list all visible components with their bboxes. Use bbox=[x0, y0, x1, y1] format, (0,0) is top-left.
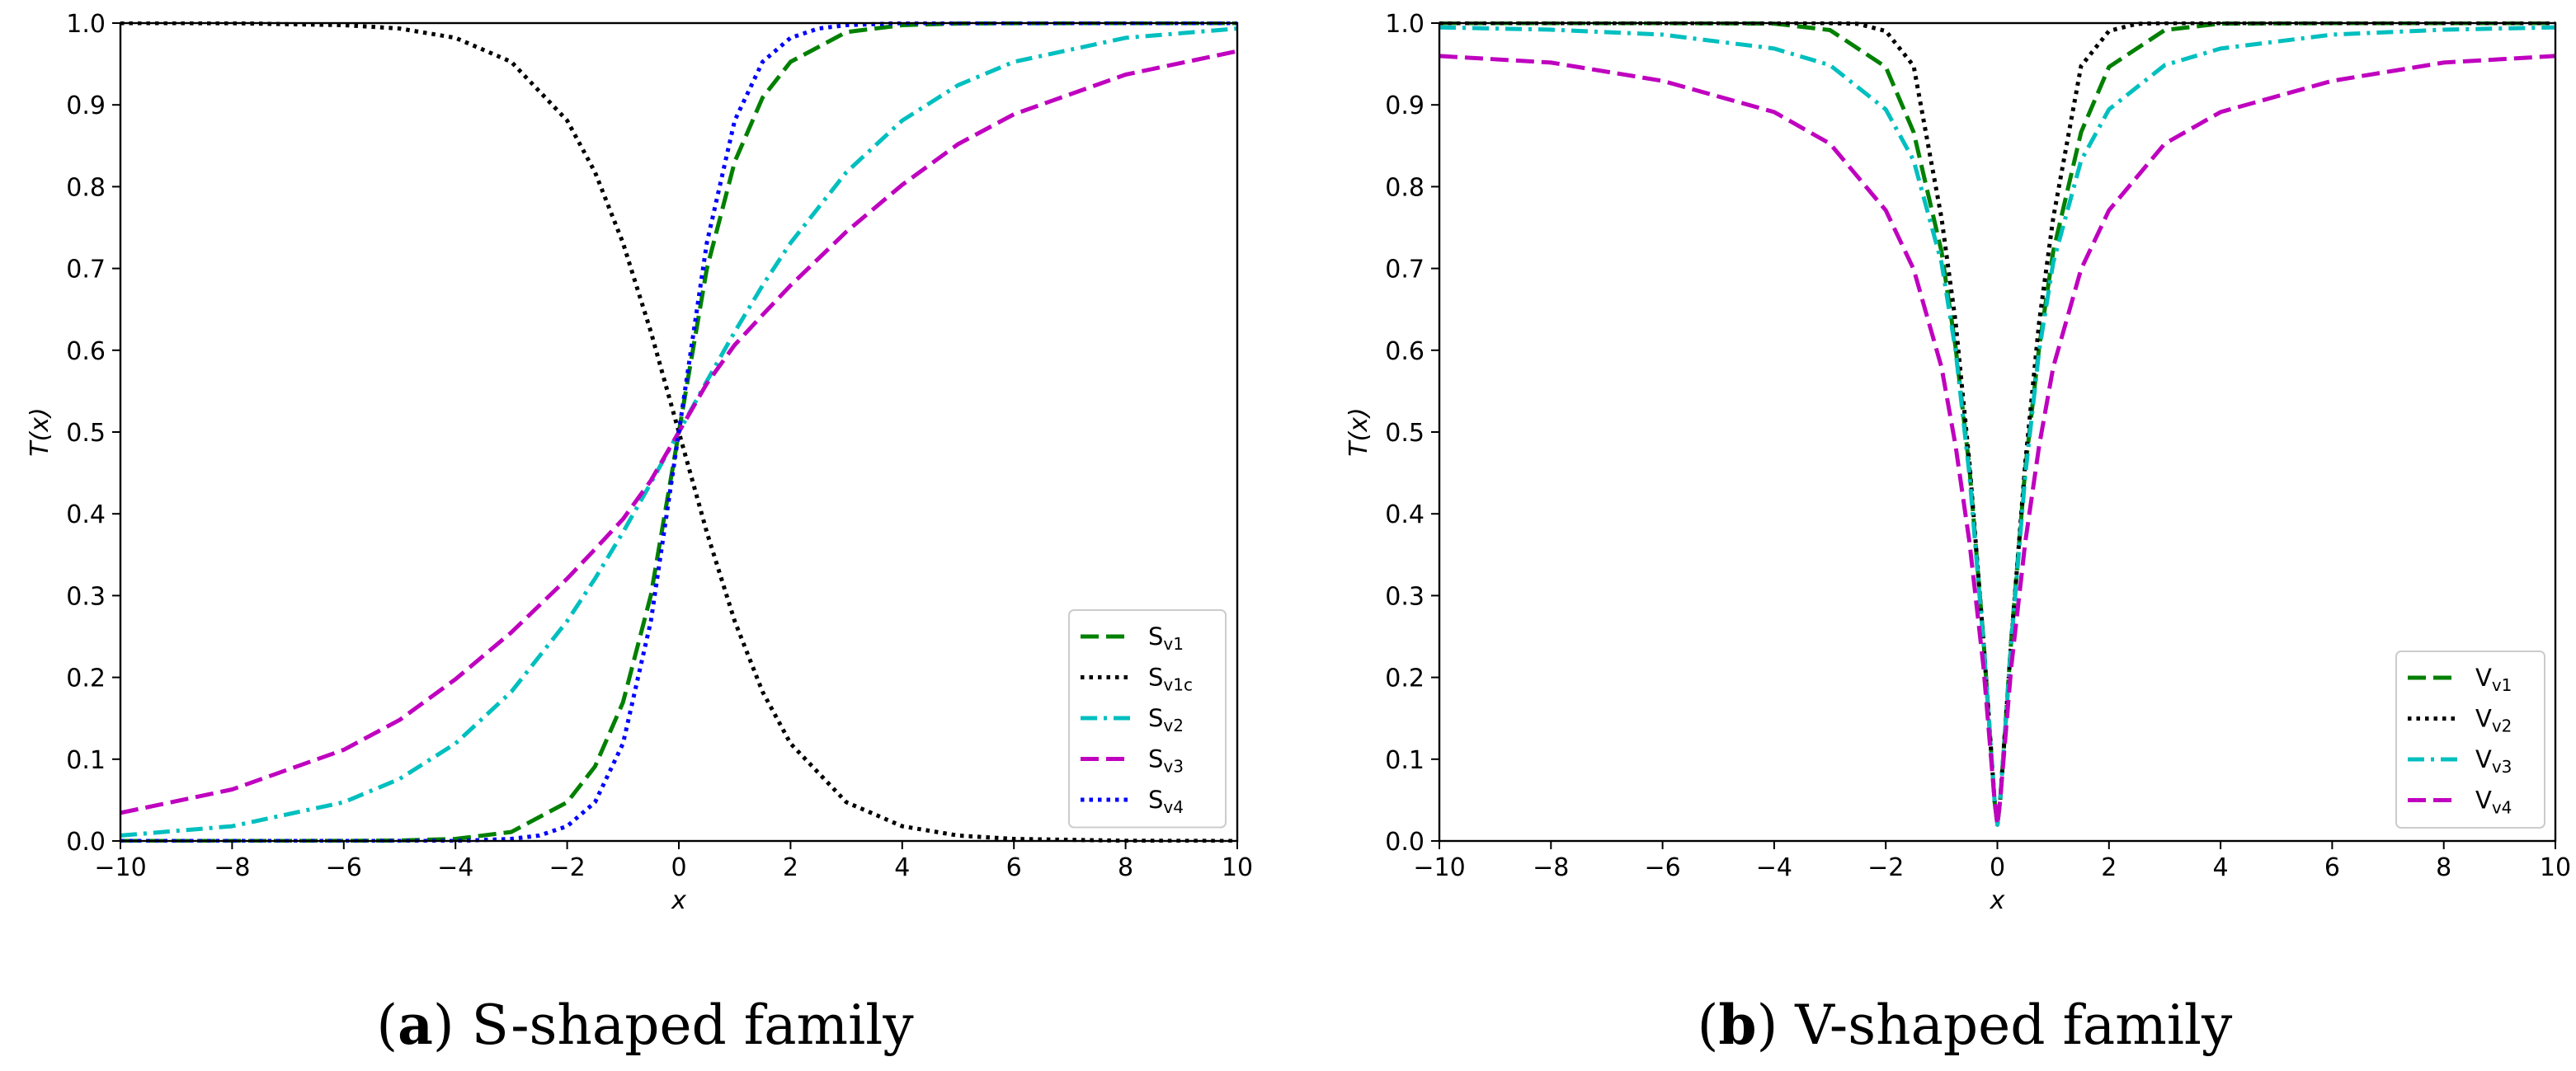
x-tick-label: 10 bbox=[2540, 853, 2571, 882]
caption-a: (a) S-shaped family bbox=[376, 993, 914, 1057]
legend-label-v-v4: Vv4 bbox=[2475, 787, 2512, 818]
y-tick-label: 0.2 bbox=[1385, 665, 1425, 693]
y-tick-label: 0.9 bbox=[66, 92, 106, 120]
y-axis-label: T(x) bbox=[26, 407, 54, 457]
x-tick-label: −6 bbox=[1644, 853, 1680, 882]
y-tick-label: 0.6 bbox=[66, 337, 106, 366]
series-line-v-v1 bbox=[1439, 21, 2555, 827]
legend-label-s-v1c: Sv1c bbox=[1148, 664, 1193, 695]
y-tick-label: 0.4 bbox=[66, 500, 106, 529]
x-tick-label: 0 bbox=[1990, 853, 2005, 882]
legend-label-v-v2: Vv2 bbox=[2475, 705, 2512, 736]
legend-label-s-v1: Sv1 bbox=[1148, 622, 1184, 654]
x-tick-label: −10 bbox=[1413, 853, 1465, 882]
y-tick-label: 0.7 bbox=[66, 256, 106, 284]
y-tick-label: 0.7 bbox=[1385, 256, 1425, 284]
x-tick-label: 4 bbox=[2213, 853, 2229, 882]
x-tick-label: 10 bbox=[1222, 853, 1253, 882]
y-tick-label: 0.3 bbox=[1385, 582, 1425, 611]
y-tick-label: 0.2 bbox=[66, 665, 106, 693]
legend-label-v-v1: Vv1 bbox=[2475, 664, 2512, 695]
chart-b-v-shaped: −10 −8 −6 −4 −2 0 2 4 6 8 10 0.0 0.1 0.2 0.3 0.4 0.5 0.6 0… bbox=[1345, 10, 2571, 915]
chart-a-s-shaped: −10 −8 −6 −4 −2 0 2 4 6 8 10 0.0 0.1 0.2 0.3 0.4 0.5 0.6 0… bbox=[26, 10, 1253, 915]
y-tick-label: 0.8 bbox=[1385, 173, 1425, 202]
caption-b: (b) V-shaped family bbox=[1698, 993, 2233, 1057]
x-tick-label: 4 bbox=[894, 853, 910, 882]
y-tick-label: 0.9 bbox=[1385, 92, 1425, 120]
x-axis-label: x bbox=[671, 886, 686, 915]
x-tick-label: 2 bbox=[783, 853, 798, 882]
y-axis-label: T(x) bbox=[1345, 407, 1373, 457]
y-tick-label: 0.0 bbox=[1385, 828, 1425, 857]
y-tick-label: 0.0 bbox=[66, 828, 106, 857]
x-tick-label: −4 bbox=[1756, 853, 1792, 882]
x-axis-label: x bbox=[1990, 886, 2005, 915]
x-tick-label: −10 bbox=[94, 853, 146, 882]
y-tick-label: 0.1 bbox=[1385, 746, 1425, 775]
legend-b: Vv1 Vv2 Vv3 Vv4 bbox=[2395, 651, 2545, 829]
x-tick-label: −8 bbox=[1533, 853, 1569, 882]
legend-label-s-v4: Sv4 bbox=[1148, 786, 1184, 817]
x-tick-label: 6 bbox=[1006, 853, 1022, 882]
y-tick-label: 0.1 bbox=[66, 746, 106, 775]
y-tick-label: 0.8 bbox=[66, 173, 106, 202]
y-tick-label: 0.5 bbox=[1385, 419, 1425, 448]
y-tick-label: 1.0 bbox=[1385, 10, 1425, 39]
series-line-v-v3 bbox=[1439, 25, 2555, 827]
y-tick-label: 1.0 bbox=[66, 10, 106, 39]
legend-label-s-v2: Sv2 bbox=[1148, 704, 1184, 735]
x-tick-label: 8 bbox=[2436, 853, 2451, 882]
x-tick-label: −6 bbox=[326, 853, 362, 882]
x-tick-label: 0 bbox=[671, 853, 686, 882]
x-tick-label: 8 bbox=[1118, 853, 1133, 882]
legend-label-s-v3: Sv3 bbox=[1148, 745, 1184, 777]
legend-a: Sv1 Sv1c Sv2 Sv3 Sv4 bbox=[1068, 609, 1227, 829]
series-group-b bbox=[1439, 21, 2555, 827]
series-line-v-v4 bbox=[1439, 54, 2555, 827]
x-tick-label: 6 bbox=[2324, 853, 2340, 882]
x-tick-label: 2 bbox=[2101, 853, 2117, 882]
x-tick-label: −8 bbox=[214, 853, 250, 882]
axes-frame-b bbox=[1438, 21, 2557, 843]
x-tick-label: −2 bbox=[549, 853, 585, 882]
y-tick-label: 0.6 bbox=[1385, 337, 1425, 366]
series-line-s-v4 bbox=[120, 21, 1237, 843]
y-tick-label: 0.4 bbox=[1385, 500, 1425, 529]
series-line-v-v2 bbox=[1439, 21, 2555, 827]
x-tick-label: −2 bbox=[1867, 853, 1904, 882]
legend-box bbox=[1068, 609, 1227, 829]
legend-label-v-v3: Vv3 bbox=[2475, 745, 2512, 777]
y-tick-label: 0.3 bbox=[66, 582, 106, 611]
legend-box bbox=[2395, 651, 2545, 829]
y-tick-label: 0.5 bbox=[66, 419, 106, 448]
x-tick-label: −4 bbox=[437, 853, 473, 882]
